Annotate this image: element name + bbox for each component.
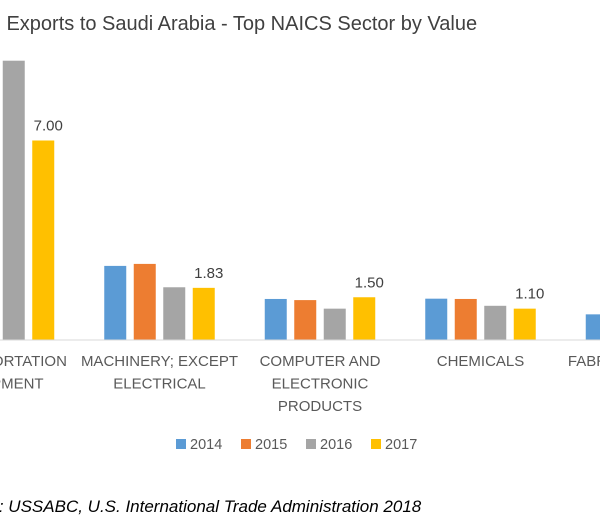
category-label-machinery-except-electrical: MACHINERY; EXCEPT bbox=[81, 353, 238, 370]
bar-2015-machinery-except-electrical bbox=[133, 263, 156, 340]
bar-2015-chemicals bbox=[454, 298, 477, 340]
chart-title-text: U.S. Exports to Saudi Arabia - Top NAICS… bbox=[0, 13, 477, 35]
bar-2014-chemicals bbox=[425, 298, 448, 340]
bar-2014-fabricated-metal-products bbox=[585, 314, 600, 340]
data-labels: 7.00 1.83 1.50 1.10 bbox=[34, 118, 545, 303]
legend-swatch-2014 bbox=[176, 439, 186, 449]
legend-swatch-2017 bbox=[371, 439, 381, 449]
bar-2017-computer-and-electronic-products bbox=[353, 297, 376, 340]
bar-2016-chemicals bbox=[484, 305, 507, 340]
category-label-machinery-except-electrical: ELECTRICAL bbox=[113, 376, 206, 393]
bar-2016-computer-and-electronic-products bbox=[323, 308, 346, 340]
bar-2015-computer-and-electronic-products bbox=[294, 300, 317, 340]
bar-2017-machinery-except-electrical bbox=[192, 287, 215, 341]
bar-2016-transportation-equipment bbox=[2, 60, 25, 340]
category-axis: TRANSPORTATION EQUIPMENT MACHINERY; EXCEPT… bbox=[0, 353, 600, 415]
source-note: Source: USSABC, U.S. International Trade… bbox=[0, 497, 422, 516]
legend-label-2016: 2016 bbox=[320, 437, 352, 453]
data-label-2017-computer-and-electronic-products: 1.50 bbox=[355, 274, 384, 291]
plot-area bbox=[2, 60, 600, 341]
legend-label-2015: 2015 bbox=[255, 437, 287, 453]
chart-title: U.S. Exports to Saudi Arabia - Top NAICS… bbox=[0, 13, 477, 35]
category-label-chemicals: CHEMICALS bbox=[437, 353, 525, 370]
bar-2017-transportation-equipment bbox=[32, 140, 55, 340]
category-label-computer-and-electronic-products: COMPUTER AND bbox=[260, 353, 381, 370]
category-label-transportation-equipment: TRANSPORTATION bbox=[0, 353, 67, 370]
bar-2017-chemicals bbox=[513, 308, 536, 340]
legend-swatch-2015 bbox=[241, 439, 251, 449]
bar-2016-machinery-except-electrical bbox=[163, 287, 186, 340]
legend: 2014 2015 2016 2017 bbox=[176, 437, 417, 453]
category-label-fabricated-metal-products: FABRICATED METAL bbox=[568, 353, 600, 370]
category-label-computer-and-electronic-products: ELECTRONIC bbox=[272, 376, 369, 393]
category-label-fabricated-metal-products: PRODUCTS bbox=[599, 376, 600, 393]
data-label-2017-chemicals: 1.10 bbox=[515, 286, 544, 303]
legend-label-2014: 2014 bbox=[190, 437, 222, 453]
bar-2014-machinery-except-electrical bbox=[104, 265, 127, 340]
legend-swatch-2016 bbox=[306, 439, 316, 449]
data-label-2017-transportation-equipment: 7.00 bbox=[34, 118, 63, 135]
category-label-transportation-equipment: EQUIPMENT bbox=[0, 376, 44, 393]
bar-2014-computer-and-electronic-products bbox=[264, 298, 287, 340]
data-label-2017-machinery-except-electrical: 1.83 bbox=[194, 265, 223, 282]
legend-label-2017: 2017 bbox=[385, 437, 417, 453]
category-label-computer-and-electronic-products: PRODUCTS bbox=[278, 398, 362, 415]
